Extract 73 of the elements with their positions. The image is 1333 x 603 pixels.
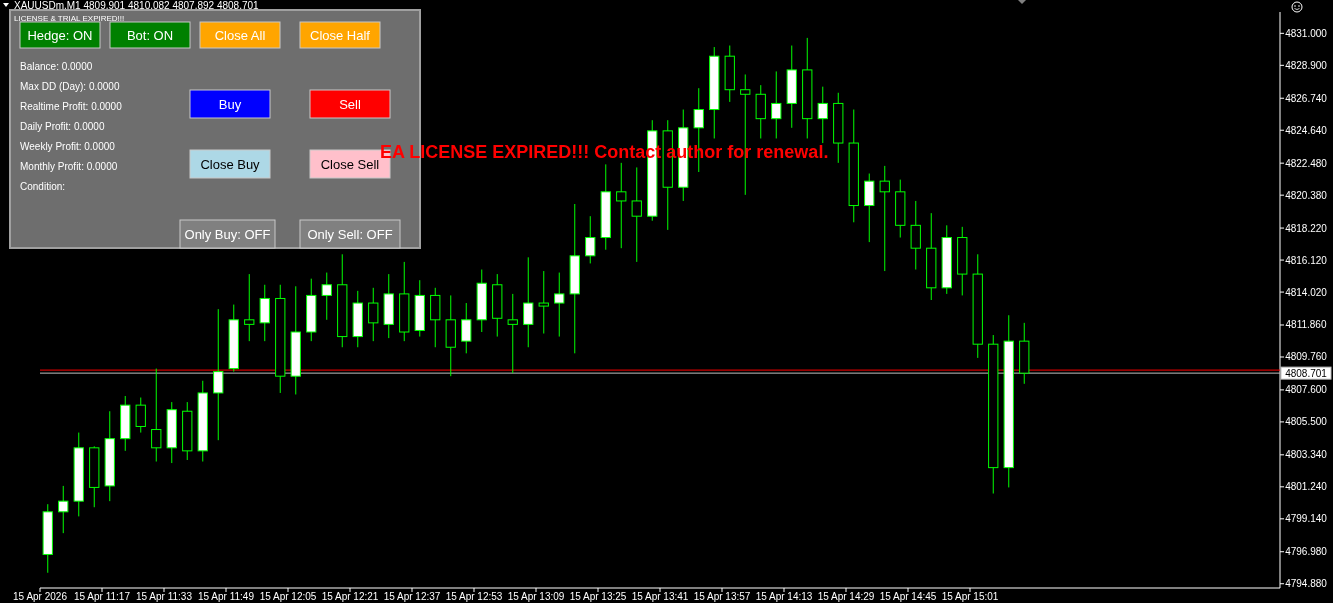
x-tick-label: 15 Apr 13:09 (507, 591, 565, 602)
candlestick (461, 302, 472, 354)
annotation: Weekly Profit: 0.0000 (20, 141, 116, 152)
x-tick-label: 15 Apr 2026 (13, 591, 68, 602)
y-tick-label: 4820.380 (1285, 189, 1328, 201)
annotation: Only Sell: OFF (307, 226, 393, 242)
candlestick (321, 272, 332, 321)
candlestick (554, 272, 565, 338)
candlestick (616, 162, 627, 249)
y-tick-label: 4809.760 (1285, 351, 1328, 363)
x-tick-label: 15 Apr 13:25 (569, 591, 627, 602)
annotation: Close Half (310, 27, 371, 43)
x-tick-label: 15 Apr 14:45 (879, 591, 937, 602)
candlestick (368, 287, 379, 342)
x-tick-label: 15 Apr 14:13 (755, 591, 813, 602)
x-tick-label: 15 Apr 12:21 (321, 591, 379, 602)
candlestick (771, 70, 782, 139)
y-tick-label: 4794.880 (1285, 578, 1328, 590)
y-tick-label: 4818.220 (1285, 222, 1328, 234)
y-tick-label: 4801.240 (1285, 481, 1328, 493)
candlestick (523, 256, 534, 348)
y-tick-label: 4826.740 (1285, 92, 1328, 104)
candlestick (213, 308, 224, 441)
y-tick-label: 4811.860 (1285, 319, 1327, 331)
annotation: Close All (214, 27, 266, 43)
annotation: Close Buy (200, 156, 261, 172)
candlestick (910, 200, 921, 271)
annotation: Max DD (Day): 0.0000 (20, 81, 120, 92)
candlestick (507, 293, 518, 374)
y-tick-label: 4831.000 (1285, 27, 1328, 39)
chart-title: XAUUSDm,M1 4809.901 4810.082 4807.892 4808.701 (14, 0, 260, 11)
x-tick-label: 15 Apr 11:49 (198, 591, 255, 602)
y-tick-label: 4796.980 (1285, 546, 1328, 558)
x-tick-label: 15 Apr 11:17 (74, 591, 131, 602)
annotation: Close Sell (320, 156, 380, 172)
x-tick-label: 15 Apr 13:41 (631, 591, 689, 602)
ref-line-label: 4808.701 (1285, 367, 1328, 379)
candlestick (58, 485, 69, 534)
y-tick-label: 4803.340 (1285, 449, 1328, 461)
annotation: Hedge: ON (27, 27, 93, 43)
candlestick (817, 86, 828, 144)
y-tick-label: 4824.640 (1285, 124, 1328, 136)
x-tick-label: 15 Apr 12:05 (259, 591, 317, 602)
candlestick (244, 273, 255, 342)
x-tick-label: 15 Apr 12:37 (383, 591, 441, 602)
candlestick (151, 368, 162, 463)
x-tick-label: 15 Apr 13:57 (693, 591, 751, 602)
x-tick-label: 15 Apr 12:53 (445, 591, 503, 602)
x-tick-label: 15 Apr 11:33 (136, 591, 193, 602)
x-tick-label: 15 Apr 15:01 (941, 591, 999, 602)
candlestick (631, 166, 642, 263)
annotation: Only Buy: OFF (184, 226, 271, 242)
candlestick (538, 270, 549, 335)
annotation: Monthly Profit: 0.0000 (20, 161, 118, 172)
annotation: LICENSE & TRIAL EXPIRED!!! (14, 14, 125, 23)
annotation: Bot: ON (126, 27, 174, 43)
y-tick-label: 4814.020 (1285, 286, 1328, 298)
x-tick-label: 15 Apr 14:29 (817, 591, 875, 602)
candlestick (879, 165, 890, 272)
y-tick-label: 4828.900 (1285, 59, 1328, 71)
y-tick-label: 4816.120 (1285, 254, 1328, 266)
y-tick-label: 4799.140 (1285, 513, 1328, 525)
annotation: Realtime Profit: 0.0000 (20, 101, 123, 112)
annotation: Buy (218, 96, 242, 112)
annotation: Sell (339, 96, 361, 112)
candlestick (585, 215, 596, 264)
annotation: Condition: (20, 181, 66, 192)
y-tick-label: 4822.480 (1285, 157, 1328, 169)
y-tick-label: 4805.500 (1285, 416, 1328, 428)
y-tick-label: 4807.600 (1285, 384, 1328, 396)
candlestick (135, 397, 146, 434)
annotation: Balance: 0.0000 (20, 61, 93, 72)
annotation: Daily Profit: 0.0000 (20, 121, 105, 132)
